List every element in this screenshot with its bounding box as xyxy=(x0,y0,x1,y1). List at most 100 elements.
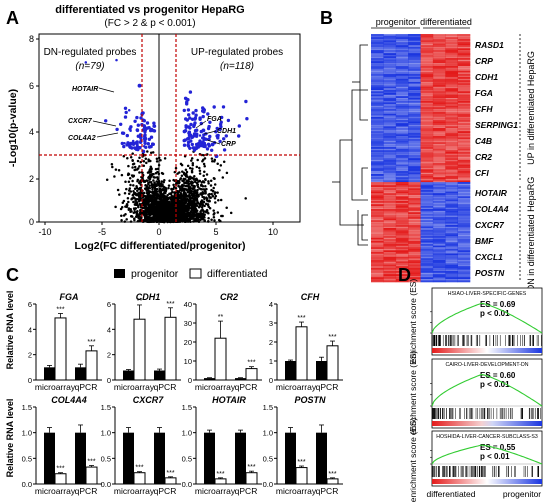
heatmap-cell xyxy=(371,237,384,240)
volcano-point xyxy=(151,206,154,210)
bar-differentiated xyxy=(295,467,308,485)
volcano-point xyxy=(200,212,204,215)
heatmap-cell xyxy=(457,75,471,78)
heatmap-cell xyxy=(445,266,458,268)
heatmap-cell xyxy=(395,250,409,253)
volcano-point xyxy=(120,205,124,209)
heatmap-cell xyxy=(420,145,434,148)
bar-differentiated xyxy=(54,317,67,381)
heatmap-cell xyxy=(408,92,421,95)
gene-label: CXCR7 xyxy=(475,220,505,230)
volcano-point xyxy=(131,152,134,155)
heatmap-cell xyxy=(457,275,471,278)
volcano-point-up xyxy=(186,98,190,102)
heatmap-cell xyxy=(408,150,421,153)
volcano-point xyxy=(207,220,210,223)
heatmap-cell xyxy=(408,91,421,94)
volcano-point xyxy=(164,207,168,211)
heatmap-cell xyxy=(371,145,384,148)
heatmap-cell xyxy=(457,189,471,192)
volcano-point xyxy=(201,184,205,188)
volcano-point xyxy=(132,193,135,196)
heatmap-cell xyxy=(395,34,409,36)
heatmap-cell xyxy=(457,131,471,133)
volcano-point xyxy=(208,192,211,196)
heatmap-cell xyxy=(395,37,409,40)
heatmap-cell xyxy=(445,220,458,222)
heatmap-cell xyxy=(445,209,458,211)
volcano-point xyxy=(191,199,195,203)
heatmap-cell xyxy=(371,102,384,105)
volcano-point xyxy=(167,186,170,190)
heatmap-cell xyxy=(445,259,458,262)
heatmap-cell xyxy=(457,224,471,227)
significance-marker: *** xyxy=(247,464,255,471)
volcano-point xyxy=(154,167,158,171)
heatmap-cell xyxy=(457,182,471,184)
heatmap-cell xyxy=(420,35,434,38)
heatmap-cell xyxy=(395,57,409,60)
volcano-point xyxy=(188,175,192,178)
heatmap-cell xyxy=(432,229,446,232)
volcano-point xyxy=(176,191,180,194)
heatmap-cell xyxy=(432,159,446,162)
bar-group-label: qPCR xyxy=(154,382,177,392)
heatmap-cell xyxy=(408,37,421,40)
heatmap-cell xyxy=(457,164,471,167)
heatmap-cell xyxy=(395,118,409,121)
heatmap-cell xyxy=(457,162,471,165)
heatmap-cell xyxy=(383,143,397,146)
volcano-point xyxy=(145,198,148,201)
bar-differentiated xyxy=(214,478,227,485)
heatmap-cell xyxy=(383,210,397,213)
heatmap-cell xyxy=(432,264,446,267)
volcano-point xyxy=(221,176,225,179)
heatmap-cell xyxy=(432,69,446,71)
heatmap-cell xyxy=(408,172,421,175)
heatmap-cell xyxy=(383,104,397,106)
heatmap-cell xyxy=(395,132,409,135)
heatmap-cell xyxy=(383,259,397,262)
heatmap-cell xyxy=(432,164,446,167)
volcano-point xyxy=(180,195,183,199)
heatmap-cell xyxy=(408,274,421,276)
heatmap-cell xyxy=(408,210,421,213)
heatmap-cell xyxy=(432,135,446,138)
volcano-point xyxy=(191,161,195,165)
heatmap-cell xyxy=(420,209,434,211)
volcano-point xyxy=(144,209,148,212)
volcano-point xyxy=(130,210,133,213)
heatmap-cell xyxy=(432,259,446,262)
heatmap-cell xyxy=(457,134,471,137)
volcano-point-up xyxy=(210,148,214,152)
heatmap-cell xyxy=(395,35,409,38)
volcano-point-dn xyxy=(143,133,147,137)
legend-differentiated-swatch xyxy=(189,268,202,279)
legend-differentiated: differentiated xyxy=(207,268,268,280)
heatmap-cell xyxy=(432,256,446,259)
volcano-point xyxy=(136,167,140,170)
heatmap-cell xyxy=(383,191,397,194)
volcano-point xyxy=(205,196,208,199)
heatmap-cell xyxy=(371,204,384,207)
heatmap-cell xyxy=(408,174,421,176)
volcano-point xyxy=(208,199,211,202)
heatmap-cell xyxy=(457,73,471,76)
bar-differentiated xyxy=(85,350,98,381)
heatmap-cell xyxy=(445,250,458,253)
heatmap-cell xyxy=(383,118,397,121)
heatmap-cell xyxy=(383,69,397,71)
heatmap-cell xyxy=(445,61,458,63)
heatmap-cell xyxy=(445,86,458,89)
heatmap-cell xyxy=(383,180,397,183)
heatmap-cell xyxy=(457,46,471,49)
heatmap-col-differentiated: differentiated xyxy=(420,17,472,27)
bar-ytick: 1.5 xyxy=(263,403,273,412)
volcano-point xyxy=(161,192,165,196)
heatmap-cell xyxy=(457,167,471,170)
volcano-point xyxy=(172,218,176,222)
gsea-title: CAIRO-LIVER-DEVELOPMENT-DN xyxy=(445,362,528,368)
heatmap-cell xyxy=(445,264,458,267)
heatmap-cell xyxy=(408,113,421,116)
